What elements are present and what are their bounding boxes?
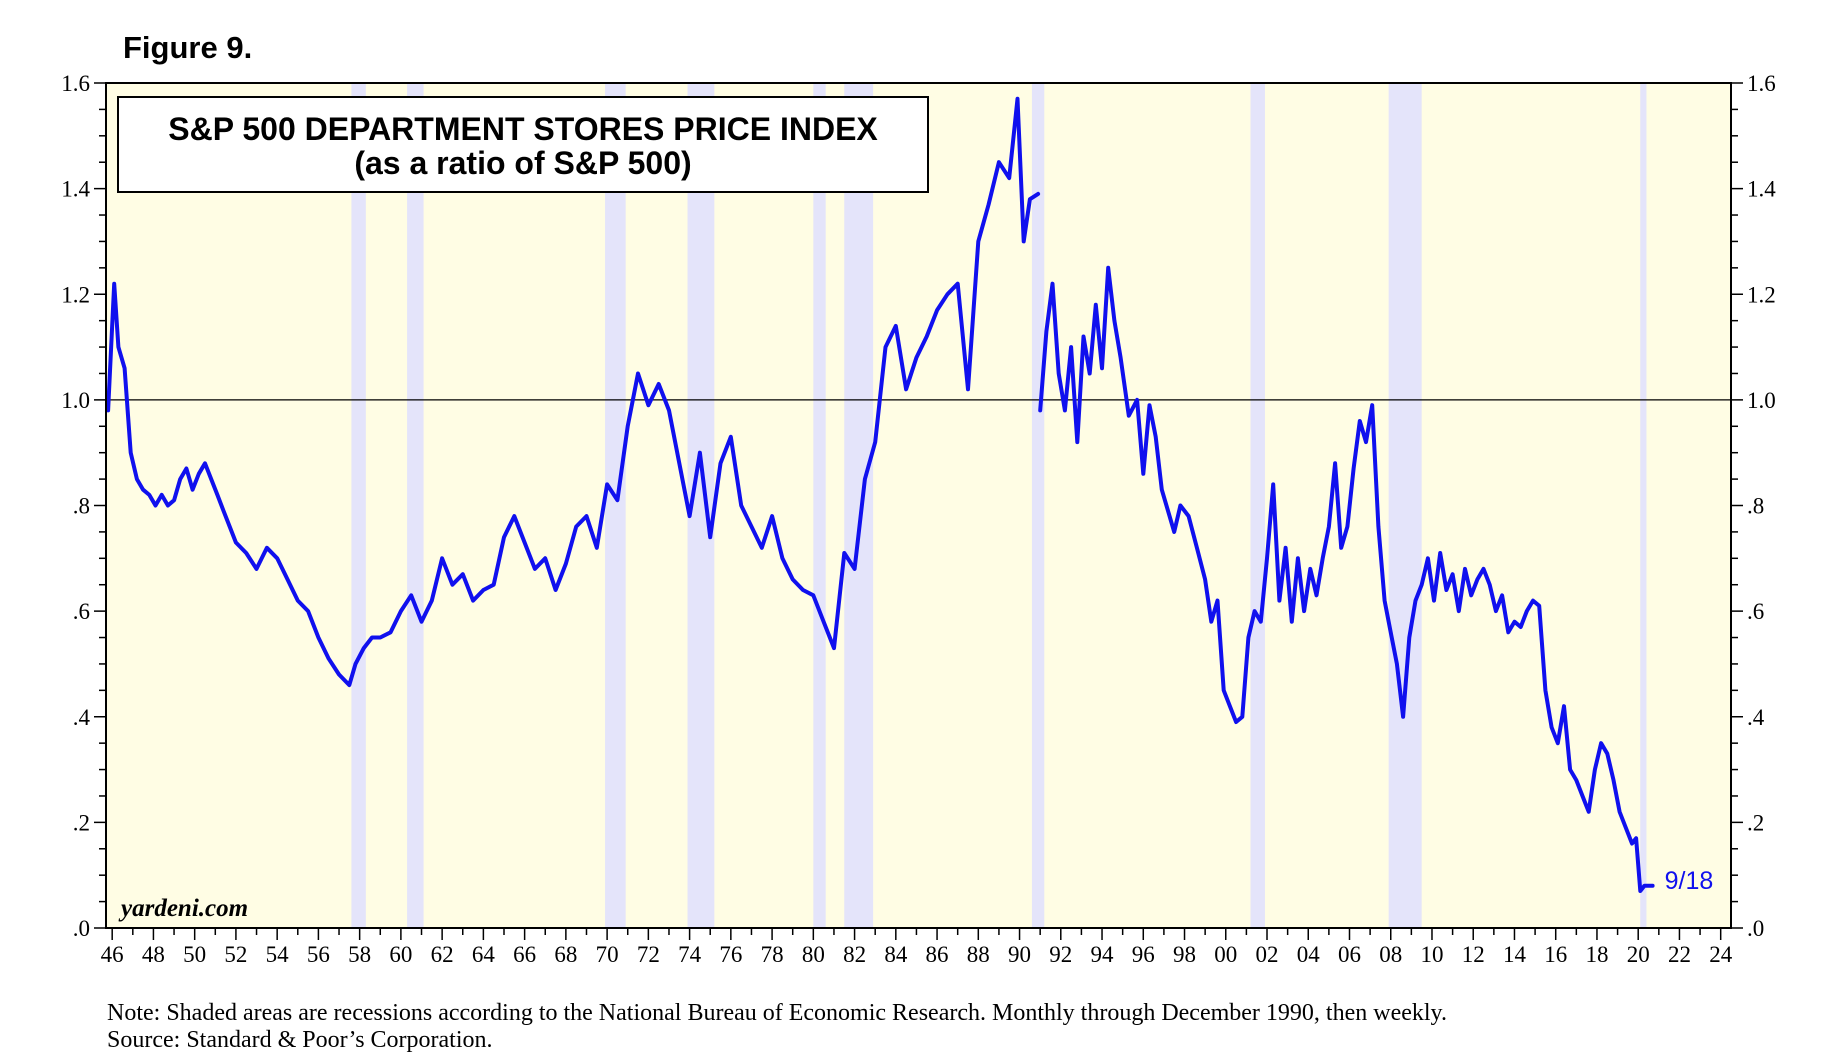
series-line-1	[106, 96, 1041, 688]
x-tick-label: 20	[1627, 942, 1650, 967]
recession-band-9	[1388, 83, 1422, 928]
y-tick-label-right: .2	[1747, 810, 1764, 835]
recession-band-3	[605, 83, 626, 928]
x-tick-label: 60	[389, 942, 412, 967]
recession-band-1	[351, 83, 366, 928]
y-tick-label-right: .4	[1747, 705, 1765, 730]
y-tick-label-left: .4	[73, 705, 91, 730]
x-tick-label: 58	[348, 942, 371, 967]
x-tick-label: 12	[1462, 942, 1485, 967]
series-lines	[106, 96, 1655, 893]
x-tick-label: 92	[1049, 942, 1072, 967]
note-text: Note: Shaded areas are recessions accord…	[107, 1000, 1447, 1026]
x-tick-label: 56	[307, 942, 330, 967]
x-tick-label: 90	[1008, 942, 1031, 967]
y-tick-label-right: .6	[1747, 599, 1764, 624]
x-tick-label: 00	[1214, 942, 1237, 967]
x-tick-label: 46	[101, 942, 124, 967]
y-tick-label-right: 1.0	[1747, 388, 1776, 413]
y-axis-left: .0 .2 .4 .6 .8 1.0 1.2 1.4 1.6	[61, 71, 106, 941]
x-tick-label: 18	[1585, 942, 1608, 967]
y-tick-label-left: 1.4	[61, 177, 90, 202]
recession-band-2	[407, 83, 424, 928]
x-tick-label: 74	[678, 942, 702, 967]
x-tick-label: 72	[637, 942, 660, 967]
x-tick-label: 16	[1544, 942, 1567, 967]
x-tick-label: 48	[142, 942, 165, 967]
x-tick-label: 66	[513, 942, 536, 967]
x-tick-label: 14	[1503, 942, 1527, 967]
x-tick-label: 08	[1379, 942, 1402, 967]
x-tick-label: 86	[926, 942, 949, 967]
x-tick-label: 88	[967, 942, 990, 967]
x-tick-label: 82	[843, 942, 866, 967]
x-tick-label: 52	[224, 942, 247, 967]
x-axis: 46 48 50 52 54 56 58 60 62 64 66 68 70 72 74 76 78 80 82 84…	[101, 928, 1733, 967]
last-value-label: 9/18	[1665, 867, 1714, 895]
x-tick-label: 94	[1091, 942, 1115, 967]
x-tick-label: 06	[1338, 942, 1361, 967]
x-tick-label: 96	[1132, 942, 1155, 967]
x-tick-label: 76	[719, 942, 742, 967]
y-axis-right: .0 .2 .4 .6 .8 1.0 1.2 1.4 1.6	[1731, 71, 1776, 941]
x-tick-label: 02	[1256, 942, 1279, 967]
recession-band-5	[813, 83, 826, 928]
y-tick-label-left: .8	[73, 494, 90, 519]
figure-label: Figure 9.	[123, 30, 253, 65]
x-tick-label: 64	[472, 942, 496, 967]
x-tick-label: 78	[761, 942, 784, 967]
y-tick-label-right: 1.6	[1747, 71, 1776, 96]
x-tick-label: 68	[554, 942, 577, 967]
x-tick-label: 50	[183, 942, 206, 967]
chart-title: S&P 500 DEPARTMENT STORES PRICE INDEX	[168, 111, 878, 147]
y-tick-label-left: 1.0	[61, 388, 90, 413]
y-tick-label-left: 1.6	[61, 71, 90, 96]
x-tick-label: 80	[802, 942, 825, 967]
y-tick-label-right: .8	[1747, 494, 1764, 519]
x-tick-label: 04	[1297, 942, 1321, 967]
series-line-2	[1038, 265, 1655, 893]
y-tick-label-left: 1.2	[61, 282, 90, 307]
x-tick-label: 10	[1420, 942, 1443, 967]
y-tick-label-right: .0	[1747, 916, 1764, 941]
recession-band-6	[844, 83, 874, 928]
y-tick-label-right: 1.4	[1747, 177, 1776, 202]
x-tick-label: 24	[1709, 942, 1733, 967]
x-tick-label: 22	[1668, 942, 1691, 967]
x-tick-label: 98	[1173, 942, 1196, 967]
recession-band-10	[1640, 83, 1647, 928]
recession-bands	[351, 83, 1647, 928]
x-tick-label: 84	[884, 942, 908, 967]
y-tick-label-left: .6	[73, 599, 90, 624]
recession-band-7	[1031, 83, 1045, 928]
recession-band-8	[1250, 83, 1265, 928]
x-tick-label: 54	[266, 942, 290, 967]
x-tick-label: 70	[596, 942, 619, 967]
y-tick-label-left: .2	[73, 810, 90, 835]
watermark: yardeni.com	[121, 895, 249, 922]
plot-background	[106, 83, 1731, 928]
y-tick-label-left: .0	[73, 916, 90, 941]
chart-subtitle: (as a ratio of S&P 500)	[354, 145, 692, 181]
chart-title-box: S&P 500 DEPARTMENT STORES PRICE INDEX (a…	[117, 96, 929, 193]
x-tick-label: 62	[431, 942, 454, 967]
source-text: Source: Standard & Poor’s Corporation.	[107, 1027, 493, 1053]
y-tick-label-right: 1.2	[1747, 282, 1776, 307]
